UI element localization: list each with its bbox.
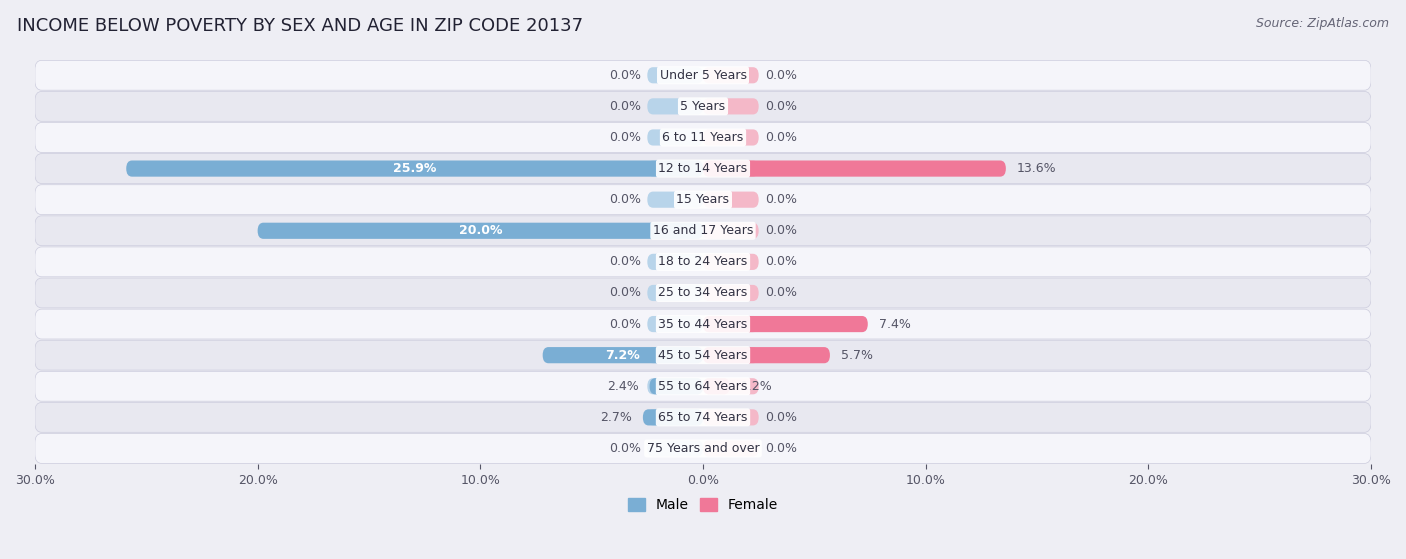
Text: 0.0%: 0.0% (609, 318, 641, 330)
Text: 20.0%: 20.0% (458, 224, 502, 237)
Text: 65 to 74 Years: 65 to 74 Years (658, 411, 748, 424)
FancyBboxPatch shape (127, 160, 703, 177)
FancyBboxPatch shape (647, 316, 703, 332)
FancyBboxPatch shape (703, 316, 868, 332)
FancyBboxPatch shape (703, 378, 759, 394)
FancyBboxPatch shape (35, 247, 1371, 277)
FancyBboxPatch shape (647, 98, 703, 115)
FancyBboxPatch shape (647, 160, 703, 177)
Text: 0.0%: 0.0% (609, 131, 641, 144)
FancyBboxPatch shape (647, 347, 703, 363)
Text: 0.0%: 0.0% (765, 224, 797, 237)
FancyBboxPatch shape (35, 216, 1371, 246)
FancyBboxPatch shape (643, 409, 703, 425)
FancyBboxPatch shape (35, 92, 1371, 121)
Text: 2.7%: 2.7% (600, 411, 631, 424)
FancyBboxPatch shape (703, 378, 730, 394)
FancyBboxPatch shape (35, 184, 1371, 215)
Text: 18 to 24 Years: 18 to 24 Years (658, 255, 748, 268)
FancyBboxPatch shape (703, 347, 759, 363)
Text: 6 to 11 Years: 6 to 11 Years (662, 131, 744, 144)
FancyBboxPatch shape (647, 129, 703, 145)
FancyBboxPatch shape (35, 309, 1371, 339)
Text: 5.7%: 5.7% (841, 349, 873, 362)
FancyBboxPatch shape (647, 192, 703, 208)
FancyBboxPatch shape (647, 285, 703, 301)
FancyBboxPatch shape (35, 371, 1371, 401)
FancyBboxPatch shape (703, 160, 759, 177)
FancyBboxPatch shape (647, 440, 703, 457)
FancyBboxPatch shape (257, 222, 703, 239)
FancyBboxPatch shape (703, 347, 830, 363)
Text: Source: ZipAtlas.com: Source: ZipAtlas.com (1256, 17, 1389, 30)
Text: 0.0%: 0.0% (765, 442, 797, 455)
FancyBboxPatch shape (703, 192, 759, 208)
FancyBboxPatch shape (703, 98, 759, 115)
Text: INCOME BELOW POVERTY BY SEX AND AGE IN ZIP CODE 20137: INCOME BELOW POVERTY BY SEX AND AGE IN Z… (17, 17, 583, 35)
Text: 0.0%: 0.0% (609, 286, 641, 300)
FancyBboxPatch shape (647, 409, 703, 425)
Text: 35 to 44 Years: 35 to 44 Years (658, 318, 748, 330)
Text: 7.2%: 7.2% (606, 349, 640, 362)
Legend: Male, Female: Male, Female (623, 492, 783, 518)
Text: 15 Years: 15 Years (676, 193, 730, 206)
FancyBboxPatch shape (647, 67, 703, 83)
FancyBboxPatch shape (647, 254, 703, 270)
Text: 7.4%: 7.4% (879, 318, 911, 330)
FancyBboxPatch shape (35, 154, 1371, 183)
Text: 0.0%: 0.0% (609, 193, 641, 206)
Text: 0.0%: 0.0% (765, 255, 797, 268)
FancyBboxPatch shape (543, 347, 703, 363)
Text: 55 to 64 Years: 55 to 64 Years (658, 380, 748, 393)
Text: 13.6%: 13.6% (1017, 162, 1057, 175)
FancyBboxPatch shape (35, 122, 1371, 153)
Text: 1.2%: 1.2% (741, 380, 773, 393)
FancyBboxPatch shape (703, 160, 1005, 177)
Text: 25.9%: 25.9% (392, 162, 436, 175)
FancyBboxPatch shape (703, 222, 759, 239)
FancyBboxPatch shape (650, 378, 703, 394)
Text: 16 and 17 Years: 16 and 17 Years (652, 224, 754, 237)
FancyBboxPatch shape (35, 60, 1371, 90)
FancyBboxPatch shape (647, 222, 703, 239)
Text: 25 to 34 Years: 25 to 34 Years (658, 286, 748, 300)
FancyBboxPatch shape (35, 434, 1371, 463)
Text: 0.0%: 0.0% (609, 442, 641, 455)
FancyBboxPatch shape (703, 67, 759, 83)
Text: 0.0%: 0.0% (609, 255, 641, 268)
Text: 75 Years and over: 75 Years and over (647, 442, 759, 455)
FancyBboxPatch shape (703, 409, 759, 425)
FancyBboxPatch shape (35, 340, 1371, 370)
FancyBboxPatch shape (703, 316, 759, 332)
FancyBboxPatch shape (703, 440, 759, 457)
Text: Under 5 Years: Under 5 Years (659, 69, 747, 82)
Text: 12 to 14 Years: 12 to 14 Years (658, 162, 748, 175)
FancyBboxPatch shape (703, 254, 759, 270)
FancyBboxPatch shape (35, 402, 1371, 432)
Text: 0.0%: 0.0% (765, 100, 797, 113)
Text: 0.0%: 0.0% (609, 100, 641, 113)
FancyBboxPatch shape (647, 378, 703, 394)
Text: 0.0%: 0.0% (765, 131, 797, 144)
Text: 5 Years: 5 Years (681, 100, 725, 113)
Text: 0.0%: 0.0% (765, 286, 797, 300)
Text: 45 to 54 Years: 45 to 54 Years (658, 349, 748, 362)
FancyBboxPatch shape (703, 129, 759, 145)
Text: 0.0%: 0.0% (609, 69, 641, 82)
FancyBboxPatch shape (35, 278, 1371, 308)
Text: 0.0%: 0.0% (765, 193, 797, 206)
Text: 2.4%: 2.4% (606, 380, 638, 393)
Text: 0.0%: 0.0% (765, 411, 797, 424)
FancyBboxPatch shape (703, 285, 759, 301)
Text: 0.0%: 0.0% (765, 69, 797, 82)
